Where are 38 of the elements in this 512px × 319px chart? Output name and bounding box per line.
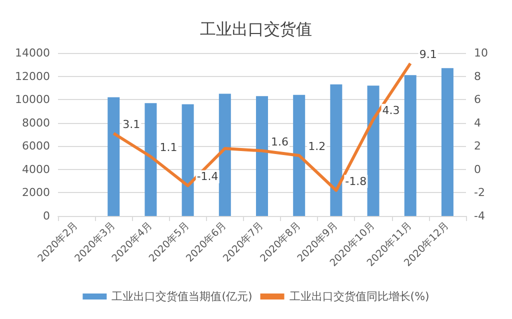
y-tick-label: 12000 [15, 70, 50, 83]
y-tick-label: 14000 [15, 46, 50, 60]
y2-tick-label: 4 [474, 116, 481, 130]
data-label: -1.8 [345, 174, 367, 188]
data-label: -1.4 [196, 170, 218, 184]
bar [256, 96, 268, 216]
legend-label: 工业出口交货值当期值(亿元) [112, 290, 252, 303]
data-label: 3.1 [122, 118, 140, 131]
y2-tick-label: 8 [474, 70, 481, 83]
bar [367, 86, 380, 216]
y2-tick-label: 0 [474, 162, 481, 176]
bar [218, 94, 231, 216]
data-label: 9.1 [419, 48, 437, 61]
y2-tick-label: 6 [474, 93, 481, 106]
legend-label: 工业出口交货值同比增长(%) [289, 290, 430, 303]
data-label: 1.6 [271, 135, 288, 148]
y2-tick-label: 2 [474, 140, 481, 153]
y2-tick-label: -4 [474, 210, 485, 222]
data-label: 4.3 [382, 104, 400, 117]
y-tick-label: 6000 [22, 140, 50, 153]
bar [330, 84, 342, 216]
bar [108, 97, 120, 216]
y-tick-label: 8000 [22, 116, 50, 130]
chart-title: 工业出口交货值 [200, 20, 312, 38]
y-tick-label: 0 [43, 210, 50, 222]
y2-tick-label: 10 [474, 46, 488, 60]
bar [404, 75, 416, 216]
y-tick-label: 4000 [22, 162, 50, 176]
bar [441, 68, 454, 216]
y2-tick-label: -2 [474, 186, 485, 200]
bar [182, 104, 194, 216]
bar [293, 94, 306, 216]
data-label: 1.2 [308, 140, 326, 153]
line-series [112, 62, 412, 192]
y-tick-label: 10000 [15, 93, 50, 106]
y-tick-label: 2000 [22, 186, 50, 200]
bar [144, 103, 157, 216]
data-label: 1.1 [160, 141, 178, 154]
